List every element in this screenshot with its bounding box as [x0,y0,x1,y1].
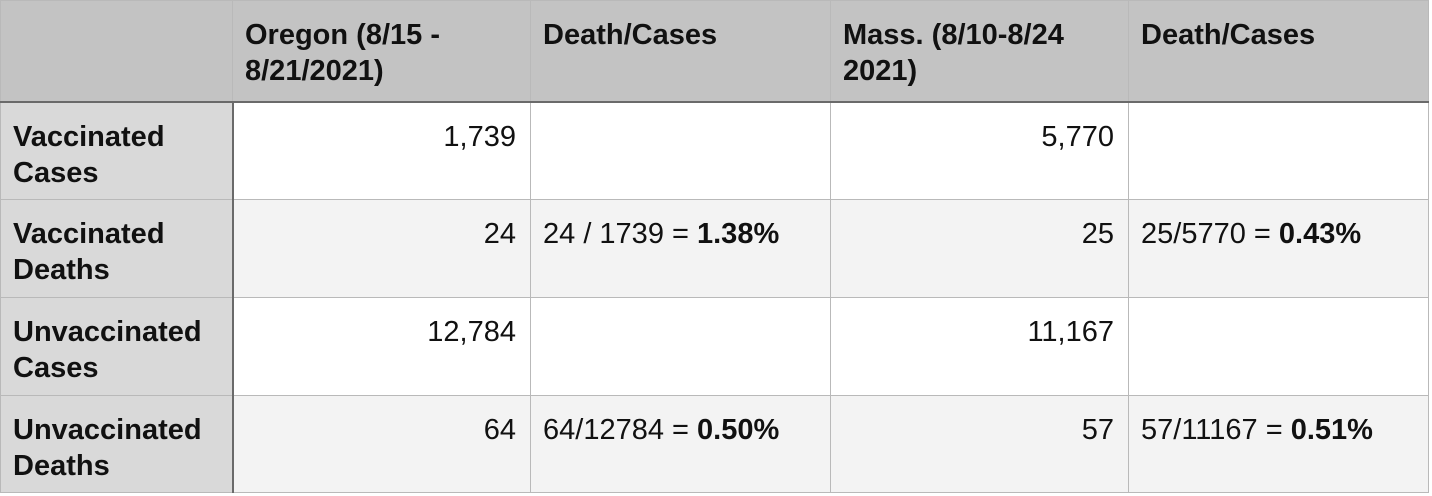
header-cell-corner [0,0,233,103]
mass-ratio [1128,101,1429,200]
oregon-ratio: 24 / 1739 = 1.38% [530,199,831,298]
table-row: Unvaccinated Cases 12,784 11,167 [0,297,1429,396]
ratio-percent: 0.50% [697,414,780,446]
table-row: Vaccinated Cases 1,739 5,770 [0,101,1429,200]
oregon-ratio [530,297,831,396]
oregon-value: 12,784 [232,297,531,396]
mass-ratio: 25/5770 = 0.43% [1128,199,1429,298]
mass-value: 25 [830,199,1129,298]
oregon-value: 1,739 [232,101,531,200]
table-row: Vaccinated Deaths 24 24 / 1739 = 1.38% 2… [0,199,1429,298]
row-label: Vaccinated Cases [0,101,234,200]
row-label: Unvaccinated Cases [0,297,234,396]
row-label: Vaccinated Deaths [0,199,234,298]
mass-value: 57 [830,395,1129,493]
row-label: Unvaccinated Deaths [0,395,234,493]
ratio-expression: 25/5770 = [1141,218,1279,250]
oregon-value: 24 [232,199,531,298]
ratio-expression: 57/11167 = [1141,414,1291,446]
mass-ratio [1128,297,1429,396]
ratio-percent: 1.38% [697,218,780,250]
table-row: Unvaccinated Deaths 64 64/12784 = 0.50% … [0,395,1429,493]
ratio-expression: 24 / 1739 = [543,218,697,250]
ratio-percent: 0.51% [1290,414,1373,446]
header-cell-oregon-ratio: Death/Cases [530,0,831,103]
mass-value: 5,770 [830,101,1129,200]
oregon-ratio: 64/12784 = 0.50% [530,395,831,493]
oregon-value: 64 [232,395,531,493]
header-cell-mass: Mass. (8/10-8/24 2021) [830,0,1129,103]
mass-value: 11,167 [830,297,1129,396]
header-cell-mass-ratio: Death/Cases [1128,0,1429,103]
oregon-ratio [530,101,831,200]
mass-ratio: 57/11167 = 0.51% [1128,395,1429,493]
ratio-expression: 64/12784 = [543,414,698,446]
ratio-percent: 0.43% [1278,218,1362,250]
header-cell-oregon: Oregon (8/15 - 8/21/2021) [232,0,531,103]
header-row: Oregon (8/15 - 8/21/2021) Death/Cases Ma… [0,0,1429,103]
